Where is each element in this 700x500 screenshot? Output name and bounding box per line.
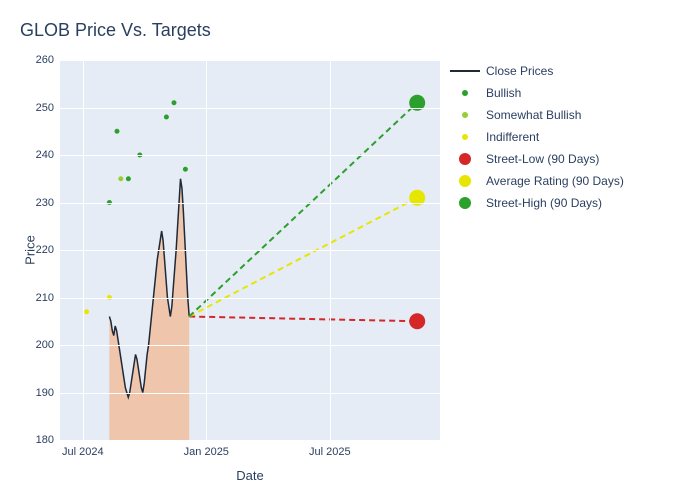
legend-item: Bullish <box>450 84 624 102</box>
gridline-h <box>60 108 440 109</box>
x-tick-label: Jan 2025 <box>184 446 229 458</box>
legend-dot-icon <box>462 112 468 118</box>
legend-swatch <box>450 174 480 188</box>
x-tick-label: Jul 2024 <box>62 446 104 458</box>
gridline-h <box>60 393 440 394</box>
somewhat-bullish-point <box>118 176 123 181</box>
indifferent-point <box>84 309 89 314</box>
bullish-point <box>115 129 120 134</box>
legend-swatch <box>450 130 480 144</box>
close-prices-area <box>109 179 189 440</box>
gridline-v <box>83 60 84 440</box>
legend-label: Indifferent <box>486 130 539 144</box>
legend-label: Street-High (90 Days) <box>486 196 602 210</box>
x-tick-label: Jul 2025 <box>309 446 351 458</box>
legend-item: Street-Low (90 Days) <box>450 150 624 168</box>
gridline-v <box>206 60 207 440</box>
legend-item: Close Prices <box>450 62 624 80</box>
legend-item: Average Rating (90 Days) <box>450 172 624 190</box>
gridline-h <box>60 155 440 156</box>
legend-item: Street-High (90 Days) <box>450 194 624 212</box>
legend-label: Close Prices <box>486 64 553 78</box>
gridline-h <box>60 60 440 61</box>
gridline-h <box>60 250 440 251</box>
y-tick-label: 230 <box>36 197 54 209</box>
y-tick-label: 210 <box>36 292 54 304</box>
y-tick-label: 220 <box>36 244 54 256</box>
bullish-point <box>164 115 169 120</box>
legend-item: Somewhat Bullish <box>450 106 624 124</box>
gridline-v <box>330 60 331 440</box>
gridline-h <box>60 440 440 441</box>
legend-dot-icon <box>459 197 471 209</box>
x-axis-label: Date <box>236 468 263 483</box>
projection-line-street_low <box>189 317 417 322</box>
y-tick-label: 250 <box>36 102 54 114</box>
legend-dot-icon <box>459 175 471 187</box>
y-tick-label: 180 <box>36 434 54 446</box>
plot-area: 180190200210220230240250260Jul 2024Jan 2… <box>60 60 440 440</box>
close-prices-line <box>109 179 189 398</box>
legend: Close Prices Bullish Somewhat Bullish Indif… <box>450 62 624 216</box>
gridline-h <box>60 203 440 204</box>
projection-line-average <box>189 198 417 317</box>
bullish-point <box>126 176 131 181</box>
chart-container: GLOB Price Vs. Targets Price Date 180190… <box>0 0 700 500</box>
legend-label: Somewhat Bullish <box>486 108 581 122</box>
legend-swatch <box>450 108 480 122</box>
gridline-h <box>60 298 440 299</box>
legend-swatch <box>450 196 480 210</box>
legend-swatch <box>450 64 480 78</box>
chart-title: GLOB Price Vs. Targets <box>20 20 211 41</box>
legend-dot-icon <box>462 90 468 96</box>
projection-line-street_high <box>189 103 417 317</box>
legend-dot-icon <box>459 153 471 165</box>
legend-swatch <box>450 152 480 166</box>
bullish-point <box>172 100 177 105</box>
gridline-h <box>60 345 440 346</box>
legend-label: Street-Low (90 Days) <box>486 152 599 166</box>
legend-line-icon <box>450 70 480 72</box>
legend-dot-icon <box>462 134 468 140</box>
projection-target-street_low <box>409 313 425 329</box>
y-tick-label: 260 <box>36 54 54 66</box>
legend-label: Average Rating (90 Days) <box>486 174 624 188</box>
legend-swatch <box>450 86 480 100</box>
y-tick-label: 240 <box>36 149 54 161</box>
y-tick-label: 190 <box>36 387 54 399</box>
bullish-point <box>183 167 188 172</box>
y-tick-label: 200 <box>36 339 54 351</box>
legend-item: Indifferent <box>450 128 624 146</box>
legend-label: Bullish <box>486 86 521 100</box>
